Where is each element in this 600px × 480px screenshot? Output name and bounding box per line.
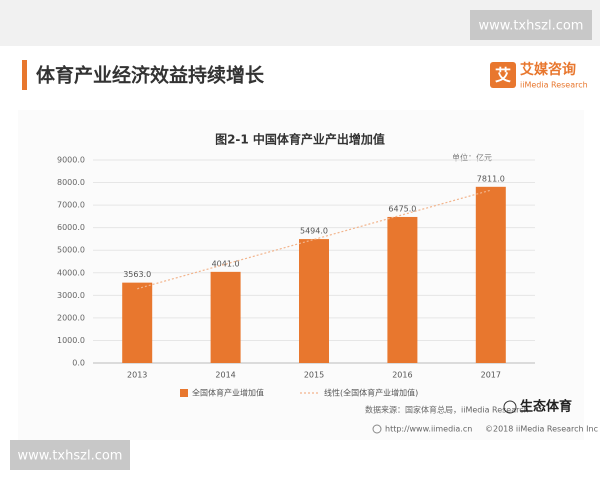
legend-label: 全国体育产业增加值 [192, 388, 264, 398]
bar [122, 282, 153, 363]
bar [210, 271, 241, 363]
unit-label: 单位：亿元 [452, 153, 492, 163]
bar [299, 239, 329, 363]
value-label: 6475.0 [388, 204, 416, 213]
watermark: www.txhszl.com [18, 449, 123, 464]
x-tick-label: 2016 [392, 371, 412, 380]
watermark-box [10, 440, 130, 470]
trendline [137, 189, 491, 290]
y-tick-label: 1000.0 [57, 336, 85, 345]
y-tick-label: 3000.0 [57, 291, 85, 300]
x-tick-label: 2015 [304, 371, 324, 380]
value-label: 7811.0 [477, 174, 505, 183]
footer-url: http://www.iimedia.cn [385, 425, 472, 434]
source: 数据来源：国家体育总局，iiMedia Research [365, 405, 529, 415]
logo-sub: iiMedia Research [520, 81, 588, 90]
logo-name: 艾媒咨询 [520, 61, 576, 78]
logo-icon [490, 62, 516, 88]
watermark: www.txhszl.com [479, 19, 584, 34]
title-bar [22, 60, 27, 90]
footer-icon [372, 424, 382, 434]
y-tick-label: 5000.0 [57, 246, 85, 255]
badge-icon [503, 400, 517, 414]
overlay-badge: 生态体育 [520, 399, 572, 415]
y-tick-label: 2000.0 [57, 313, 85, 322]
legend-label: 线性(全国体育产业增加值) [324, 388, 418, 398]
y-tick-label: 9000.0 [57, 156, 85, 165]
x-tick-label: 2017 [481, 371, 501, 380]
value-label: 4041.0 [212, 259, 240, 268]
legend-swatch [180, 389, 188, 397]
y-tick-label: 4000.0 [57, 268, 85, 277]
chart-title: 图2-1 中国体育产业产出增加值 [215, 132, 385, 147]
page-title: 体育产业经济效益持续增长 [36, 64, 265, 87]
y-tick-label: 0.0 [72, 359, 85, 368]
value-label: 5494.0 [300, 227, 328, 236]
bar [387, 216, 418, 363]
value-label: 3563.0 [123, 270, 151, 279]
footer-copyright: ©2018 iiMedia Research Inc [485, 425, 598, 434]
y-tick-label: 8000.0 [57, 178, 85, 187]
y-tick-label: 7000.0 [57, 201, 85, 210]
x-tick-label: 2013 [127, 371, 147, 380]
x-tick-label: 2014 [215, 371, 235, 380]
y-tick-label: 6000.0 [57, 223, 85, 232]
logo-mark: 艾 [495, 66, 511, 85]
watermark-box [470, 10, 592, 40]
bar [475, 186, 506, 363]
